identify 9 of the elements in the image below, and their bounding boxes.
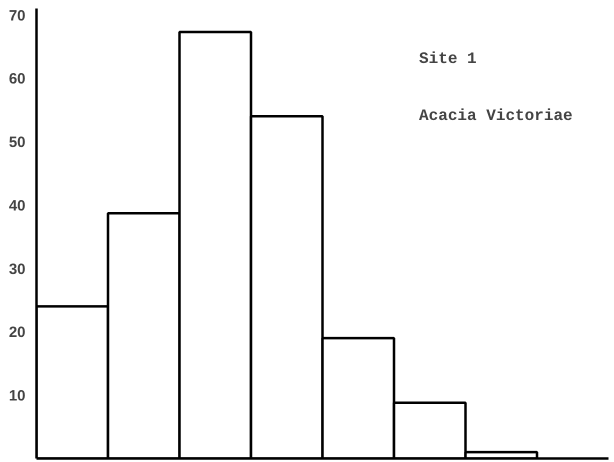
y-tick-label: 10 [8, 388, 26, 405]
y-tick-label: 30 [8, 260, 26, 278]
y-tick-label: 20 [8, 324, 26, 342]
y-tick-label: 60 [8, 70, 26, 88]
y-tick-label: 70 [8, 7, 26, 24]
annotation: Acacia Victoriae [419, 107, 573, 126]
y-tick-label: 40 [8, 197, 26, 214]
y-tick-label: 50 [8, 134, 26, 152]
annotation: Site 1 [419, 50, 477, 68]
